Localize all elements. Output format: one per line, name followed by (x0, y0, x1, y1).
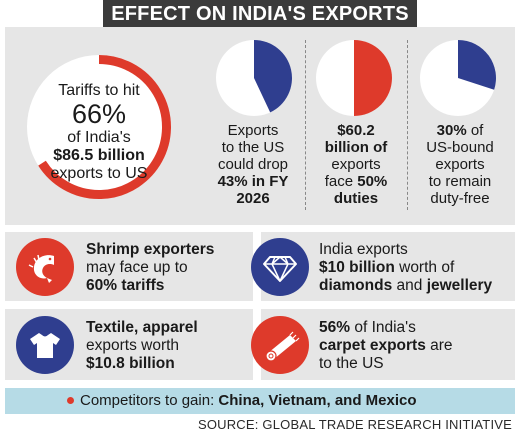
stat2-face: face (324, 173, 358, 190)
stat2-line: duties (333, 190, 379, 207)
stat1-line: to the US (221, 139, 285, 156)
carpet-line1b: of India's (350, 319, 416, 336)
stat3-line: US-bound (426, 139, 494, 156)
hero-line1: Tariffs to hit (58, 82, 140, 99)
competitors-label: Competitors to gain: (80, 392, 219, 409)
diamonds-bold2a: $10 billion (319, 259, 395, 276)
stat3-thirty: 30% (436, 122, 467, 139)
diamonds-bold3a: diamonds (319, 277, 393, 294)
diamonds-line3b: and (392, 277, 427, 294)
carpet-line3: to the US (319, 355, 384, 372)
textile-bold3: $10.8 billion (86, 355, 175, 372)
carpet-text: 56% of India's carpet exports are to the… (319, 319, 453, 373)
hero-ring-bg (27, 55, 171, 199)
diamonds-bold3c: jewellery (426, 277, 493, 294)
pie-slice-duty-free (458, 40, 496, 90)
stat1-line: 2026 (236, 190, 270, 207)
source-credit: SOURCE: GLOBAL TRADE RESEARCH INITIATIVE (197, 417, 512, 432)
pie-slice-fifty-duties (354, 40, 392, 116)
diamonds-line1: India exports (319, 241, 408, 258)
textile-text: Textile, apparel exports worth $10.8 bil… (86, 319, 198, 373)
shrimp-text: Shrimp exporters may face up to 60% tari… (86, 241, 214, 295)
carpet-line2b: are (425, 337, 453, 354)
stat3-line: to remain (428, 173, 492, 190)
title-banner: EFFECT ON INDIA'S EXPORTS (0, 0, 520, 27)
stat2-line: $60.2 (337, 122, 375, 139)
stat1-line: 43% in FY (217, 173, 289, 190)
carpet-roll-icon (251, 316, 309, 374)
shrimp-bold1: Shrimp exporters (86, 241, 215, 258)
hero-amount: $86.5 billion (53, 147, 145, 164)
stat3-line: 30% of (408, 122, 512, 139)
stat2-line: billion of (324, 139, 388, 156)
diamond-icon (251, 238, 309, 296)
competitors-bar: Competitors to gain: China, Vietnam, and… (5, 388, 515, 414)
hero-percent: 66% (71, 99, 127, 129)
carpet-bold1a: 56% (319, 319, 351, 336)
stat3-line: exports (435, 156, 485, 173)
stat-duty-free: 30% of US-bound exports to remain duty-f… (408, 122, 512, 207)
pie-duty-free (420, 40, 496, 116)
page-title: EFFECT ON INDIA'S EXPORTS (103, 0, 417, 27)
carpet-bold2a: carpet exports (319, 337, 426, 354)
hero-ring-arc (38, 55, 171, 199)
shrimp-line2: may face up to (86, 259, 188, 276)
stat3-of: of (466, 122, 484, 139)
hero-line5: exports to US (50, 165, 148, 182)
competitors-countries: China, Vietnam, and Mexico (218, 392, 417, 409)
bullet-dot (67, 396, 74, 404)
hero-line3: of India's (67, 129, 131, 146)
stat1-line: Exports (227, 122, 279, 139)
shrimp-bold3: 60% tariffs (86, 277, 165, 294)
stat-exports-drop: Exports to the US could drop 43% in FY 2… (200, 122, 306, 207)
hero-text: Tariffs to hit 66% of India's $86.5 bill… (24, 52, 174, 202)
pie-fifty-duties (316, 40, 392, 116)
tshirt-icon (16, 316, 74, 374)
divider-2 (407, 40, 408, 210)
stat1-line: could drop (217, 156, 289, 173)
divider-1 (305, 40, 306, 210)
diamonds-text: India exports $10 billion worth of diamo… (319, 241, 492, 295)
textile-bold1: Textile, apparel (86, 319, 198, 336)
stat2-line: exports (331, 156, 381, 173)
textile-line2: exports worth (86, 337, 180, 354)
shrimp-icon (16, 238, 74, 296)
diamonds-line2b: worth of (394, 259, 455, 276)
stat3-line: duty-free (430, 190, 490, 207)
pie-exports-drop (216, 40, 292, 116)
stat2-fifty: 50% (357, 173, 388, 190)
hero-ring (27, 55, 171, 199)
pie-slice-exports-drop (254, 40, 292, 113)
stat2-line: face 50% (306, 173, 406, 190)
stat-fifty-duties: $60.2 billion of exports face 50% duties (306, 122, 406, 207)
